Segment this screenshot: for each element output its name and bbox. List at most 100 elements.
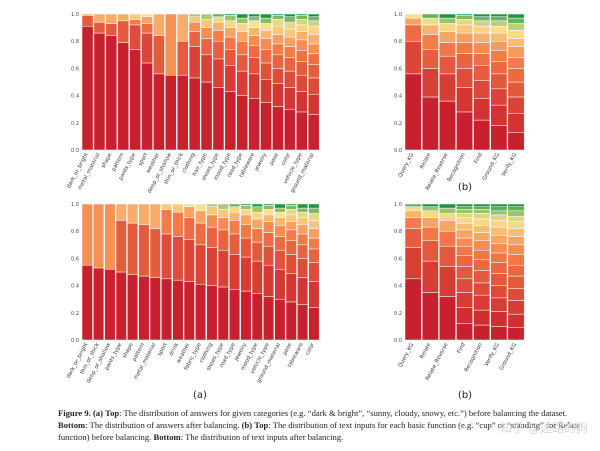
x-tick-label: sport <box>137 152 149 167</box>
bar-segment <box>248 16 260 22</box>
bar-segment <box>456 53 474 69</box>
bar-segment <box>240 214 252 225</box>
x-tick-label: color <box>280 151 292 166</box>
bar-segment <box>274 298 286 341</box>
bar-segment <box>404 24 422 42</box>
bar-segment <box>248 73 260 99</box>
bar-segment <box>263 296 275 341</box>
bar-segment <box>272 43 284 56</box>
y-tick-label: 0.2 <box>71 121 79 127</box>
bar-segment <box>117 42 130 151</box>
bar-segment <box>272 106 284 151</box>
bar-segment <box>284 36 296 47</box>
bar-segment <box>297 304 309 341</box>
bar-segment <box>117 13 130 22</box>
x-tick-label: Recognition <box>447 152 467 183</box>
bar-segment <box>138 275 150 341</box>
bar-segment <box>274 207 286 213</box>
bar-segment <box>295 19 308 26</box>
bar-segment <box>240 205 252 210</box>
bar-segment <box>153 13 165 37</box>
y-tick-label: 1.0 <box>394 202 402 208</box>
y-tick-label: 0.2 <box>394 121 402 127</box>
bar-segment <box>248 35 260 46</box>
x-tick-label: Relate <box>419 342 433 360</box>
bar-segment <box>176 40 189 76</box>
bar-segment <box>456 42 474 54</box>
bar-segment <box>490 326 508 341</box>
bar-segment <box>490 297 508 312</box>
caption-top-label-b: Top <box>254 420 269 430</box>
bar-segment <box>490 40 508 51</box>
bar-segment <box>307 53 320 65</box>
bar-segment <box>473 25 491 34</box>
bar-segment <box>473 209 491 214</box>
bar-segment <box>456 278 474 293</box>
bar-segment <box>456 323 474 341</box>
bar-segment <box>308 281 320 308</box>
bar-segment <box>195 222 207 246</box>
bar-segment <box>490 20 508 27</box>
bar-segment <box>224 65 237 92</box>
bar-segment <box>240 224 252 239</box>
bar-segment <box>285 229 297 241</box>
bar-segment <box>153 35 165 75</box>
bar-segment <box>212 58 225 88</box>
panel-label-a: (a) <box>193 390 207 401</box>
bar-segment <box>507 206 525 212</box>
bar-segment <box>473 232 491 241</box>
bar-segment <box>115 271 127 341</box>
bar-segment <box>251 260 263 295</box>
y-tick-label: 0.8 <box>71 39 79 45</box>
bar-segment <box>93 203 105 269</box>
bar-segment <box>307 77 320 95</box>
bar-segment <box>138 224 150 277</box>
bar-segment <box>285 209 297 216</box>
bar-segment <box>81 25 94 151</box>
bar-segment <box>81 203 93 266</box>
bar-segment <box>404 247 422 280</box>
bar-segment <box>260 23 272 31</box>
bar-segment <box>439 42 456 57</box>
bar-segment <box>188 77 201 151</box>
bar-segment <box>421 13 439 19</box>
bar-segment <box>240 209 252 216</box>
bar-segment <box>404 206 422 212</box>
bar-segment <box>141 62 153 151</box>
bar-segment <box>490 50 508 62</box>
bar-segment <box>507 275 525 289</box>
bar-segment <box>456 203 474 207</box>
bar-segment <box>490 285 508 299</box>
bar-segment <box>172 236 184 281</box>
bar-segment <box>165 13 177 76</box>
y-tick-label: 0.0 <box>71 148 79 154</box>
bar-segment <box>117 20 130 43</box>
bar-segment <box>188 21 201 32</box>
bar-segment <box>263 214 275 222</box>
bar-segment <box>295 111 308 151</box>
bar-segment <box>206 214 218 228</box>
bar-segment <box>206 206 218 216</box>
bar-segment <box>421 96 439 151</box>
bar-segment <box>105 13 118 24</box>
bar-segment <box>240 290 252 341</box>
bar-segment <box>473 80 491 99</box>
bar-segment <box>172 279 184 341</box>
bar-segment <box>285 221 297 231</box>
caption-part-3: : The distribution of text inputs for ea… <box>58 420 581 442</box>
bar-segment <box>183 203 195 207</box>
bar-segment <box>473 240 491 251</box>
y-tick-label: 0.8 <box>394 39 402 45</box>
bar-segment <box>307 93 320 115</box>
bar-segment <box>129 49 141 151</box>
bar-segment <box>490 252 508 263</box>
bar-segment <box>212 13 225 17</box>
bar-segment <box>127 203 139 224</box>
bar-segment <box>251 211 263 220</box>
x-tick-label: Ground_KG <box>482 152 501 182</box>
bar-segment <box>456 32 474 43</box>
bar-segment <box>229 289 241 341</box>
caption-a-label: (a) <box>92 408 103 418</box>
bar-segment <box>251 241 263 262</box>
